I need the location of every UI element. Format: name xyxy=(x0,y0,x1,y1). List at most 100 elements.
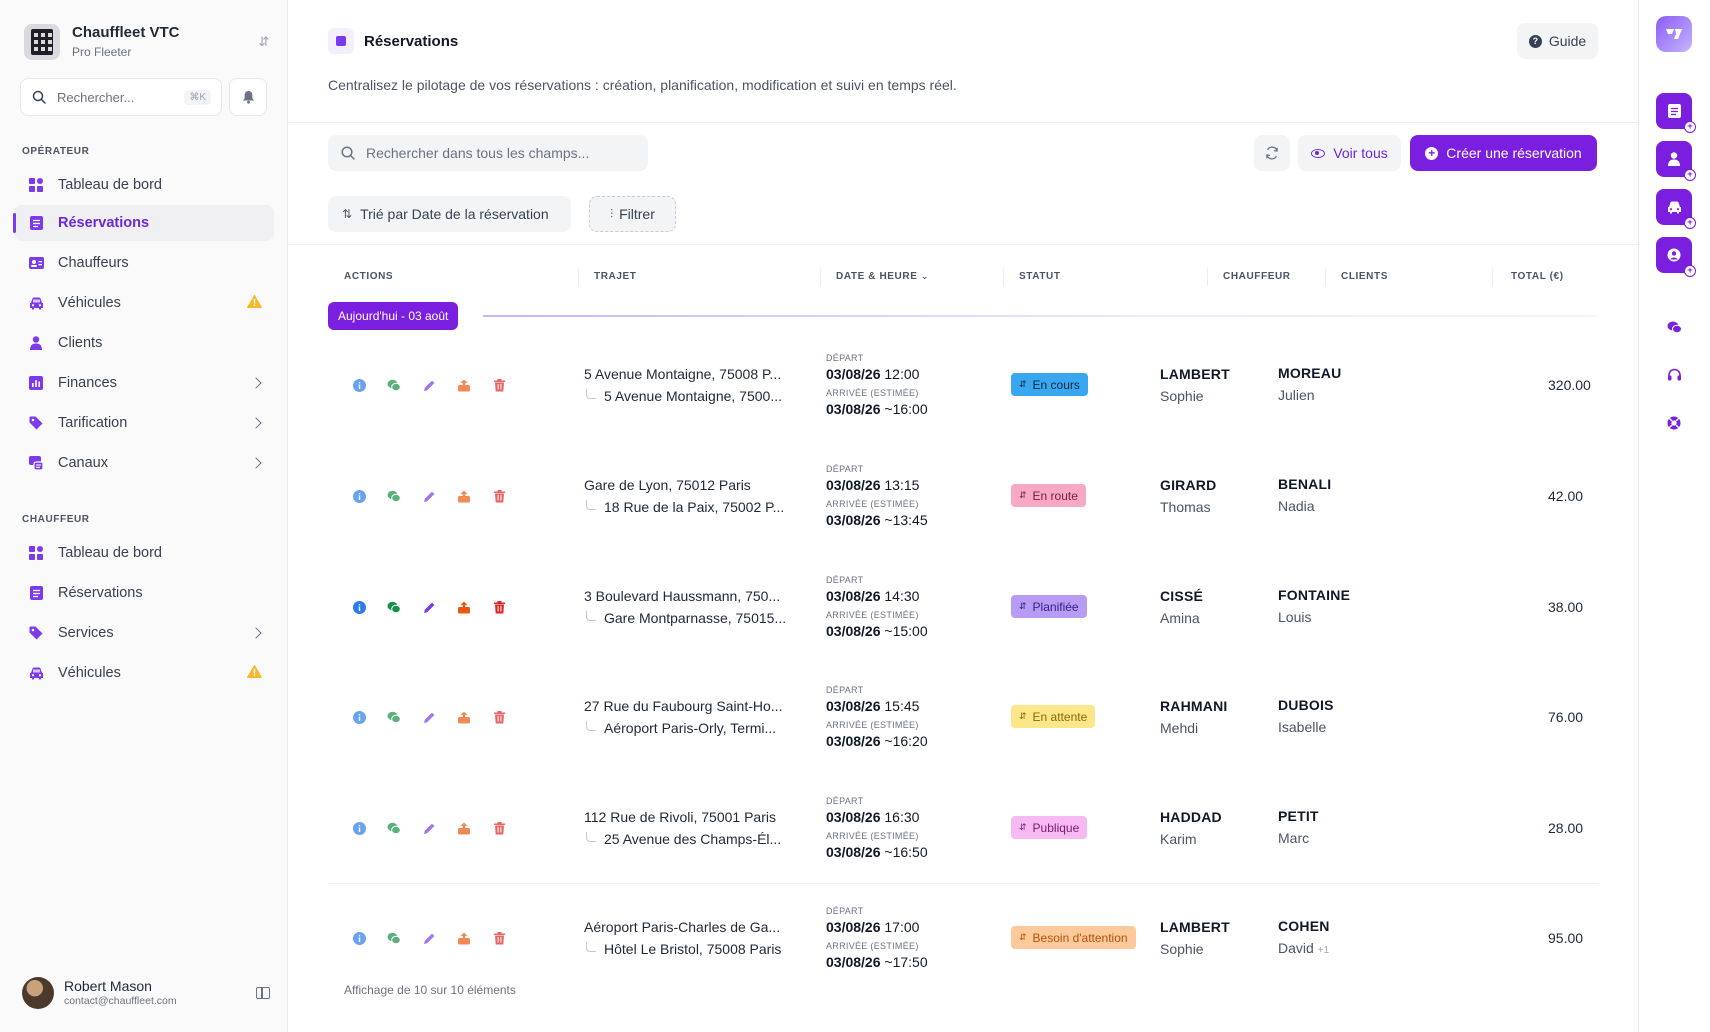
column-header-date[interactable]: DATE & HEURE ⌄ xyxy=(836,271,929,282)
quick-add-client-button[interactable]: + xyxy=(1656,141,1696,181)
trajet-from: Gare de Lyon, 75012 Paris xyxy=(584,477,751,493)
chat-bubbles-icon[interactable] xyxy=(387,489,401,503)
depart-date: 03/08/26 xyxy=(826,587,881,604)
pencil-icon[interactable] xyxy=(422,821,436,835)
driver-cell: LAMBERT Sophie xyxy=(1160,330,1230,440)
chat-bubbles-icon[interactable] xyxy=(387,931,401,945)
sidebar-item-canaux[interactable]: Canaux xyxy=(14,445,274,481)
info-icon[interactable] xyxy=(352,600,366,614)
trash-icon[interactable] xyxy=(492,378,506,392)
guide-button[interactable]: ? Guide xyxy=(1517,23,1598,59)
id-card-icon xyxy=(28,255,44,271)
share-icon[interactable] xyxy=(457,931,471,945)
voir-tous-button[interactable]: Voir tous xyxy=(1298,135,1401,171)
refresh-button[interactable] xyxy=(1254,135,1290,171)
status-badge[interactable]: ⇵ En route xyxy=(1011,484,1086,507)
driver-last-name: RAHMANI xyxy=(1160,698,1228,714)
status-badge[interactable]: ⇵ En cours xyxy=(1011,373,1088,396)
share-icon[interactable] xyxy=(457,821,471,835)
trash-icon[interactable] xyxy=(492,821,506,835)
table-row[interactable]: 3 Boulevard Haussmann, 750... Gare Montpa… xyxy=(328,552,1598,662)
info-icon[interactable] xyxy=(352,821,366,835)
sidebar-item-reservations[interactable]: Réservations xyxy=(13,205,274,241)
lifebuoy-icon[interactable] xyxy=(1664,413,1684,433)
info-icon[interactable] xyxy=(352,710,366,724)
create-reservation-button[interactable]: + Créer une réservation xyxy=(1410,135,1597,171)
total-cell: 76.00 xyxy=(1548,709,1584,725)
sidebar-item-finances[interactable]: Finances xyxy=(14,365,274,401)
sidebar-item-clients[interactable]: Clients xyxy=(14,325,274,361)
sidebar-item-label: Clients xyxy=(58,335,103,351)
pencil-icon[interactable] xyxy=(422,710,436,724)
table-row[interactable]: 112 Rue de Rivoli, 75001 Paris 25 Avenue … xyxy=(328,773,1598,883)
pencil-icon[interactable] xyxy=(422,489,436,503)
pencil-icon[interactable] xyxy=(422,931,436,945)
quick-add-driver-button[interactable]: + xyxy=(1656,237,1696,277)
pencil-icon[interactable] xyxy=(422,378,436,392)
chat-bubbles-icon[interactable] xyxy=(387,378,401,392)
trash-icon[interactable] xyxy=(492,931,506,945)
sidebar-item-tableau-de-bord[interactable]: Tableau de bord xyxy=(14,167,274,203)
status-badge[interactable]: ⇵ Planifiée xyxy=(1011,595,1087,618)
status-badge[interactable]: ⇵ Besoin d'attention xyxy=(1011,926,1136,949)
driver-cell: LAMBERT Sophie xyxy=(1160,883,1230,993)
share-icon[interactable] xyxy=(457,600,471,614)
status-badge[interactable]: ⇵ Publique xyxy=(1011,816,1088,839)
switch-icon[interactable]: ⇵ xyxy=(258,34,270,49)
trash-icon[interactable] xyxy=(492,489,506,503)
chat-bubbles-icon[interactable] xyxy=(387,710,401,724)
depart-value: 03/08/26 12:00 xyxy=(826,364,928,384)
share-icon[interactable] xyxy=(457,489,471,503)
sidebar-item-chauffeur-vehicules[interactable]: Véhicules xyxy=(14,655,274,691)
chat-icon[interactable] xyxy=(1664,317,1684,337)
app-logo-icon[interactable] xyxy=(1656,16,1692,52)
sliders-icon: ⫶ xyxy=(610,206,614,221)
sort-button[interactable]: ⇅ Trié par Date de la réservation xyxy=(328,196,571,232)
driver-cell: RAHMANI Mehdi xyxy=(1160,662,1228,772)
sidebar-toggle-icon[interactable] xyxy=(256,987,270,999)
chat-bubbles-icon[interactable] xyxy=(387,600,401,614)
total-cell: 38.00 xyxy=(1548,599,1584,615)
trash-icon[interactable] xyxy=(492,600,506,614)
sidebar-item-tarification[interactable]: Tarification xyxy=(14,405,274,441)
client-extra-count: +1 xyxy=(1317,944,1330,956)
sidebar-item-label: Tarification xyxy=(58,415,128,431)
driver-last-name: LAMBERT xyxy=(1160,919,1230,935)
help-icon: ? xyxy=(1528,34,1542,48)
chat-bubbles-icon[interactable] xyxy=(387,821,401,835)
share-icon[interactable] xyxy=(457,710,471,724)
arrivee-time: ~16:00 xyxy=(884,400,928,417)
status-badge[interactable]: ⇵ En attente xyxy=(1011,705,1096,728)
channels-icon xyxy=(28,455,44,471)
quick-add-vehicle-button[interactable]: + xyxy=(1656,189,1696,229)
trajet-from: 5 Avenue Montaigne, 75008 P... xyxy=(584,366,782,382)
table-row[interactable]: Aéroport Paris-Charles de Ga... Hôtel Le … xyxy=(328,883,1598,993)
sidebar-item-chauffeur-reservations[interactable]: Réservations xyxy=(14,575,274,611)
depart-date: 03/08/26 xyxy=(826,476,881,493)
org-switcher[interactable]: Chauffleet VTC Pro Fleeter ⇵ xyxy=(24,23,274,61)
sidebar-item-chauffeur-tableau-de-bord[interactable]: Tableau de bord xyxy=(14,535,274,571)
sidebar-item-vehicules[interactable]: Véhicules xyxy=(14,285,274,321)
sidebar-item-chauffeurs[interactable]: Chauffeurs xyxy=(14,245,274,281)
share-icon[interactable] xyxy=(457,378,471,392)
table-row[interactable]: Gare de Lyon, 75012 Paris 18 Rue de la Pa… xyxy=(328,441,1598,551)
info-icon[interactable] xyxy=(352,378,366,392)
headset-icon[interactable] xyxy=(1664,365,1684,385)
sidebar-search[interactable]: Rechercher... ⌘K xyxy=(20,78,222,116)
notifications-button[interactable] xyxy=(229,78,267,116)
table-row[interactable]: 5 Avenue Montaigne, 75008 P... 5 Avenue M… xyxy=(328,330,1598,440)
pencil-icon[interactable] xyxy=(422,600,436,614)
table-row[interactable]: 27 Rue du Faubourg Saint-Ho... Aéroport P… xyxy=(328,662,1598,772)
arrivee-value: 03/08/26 ~16:50 xyxy=(826,842,928,862)
trajet-cell: Gare de Lyon, 75012 Paris 18 Rue de la Pa… xyxy=(584,441,794,551)
page-header: Réservations xyxy=(328,28,458,54)
sidebar-item-services[interactable]: Services xyxy=(14,615,274,651)
user-profile[interactable]: Robert Mason contact@chauffleet.com xyxy=(22,975,270,1011)
info-icon[interactable] xyxy=(352,931,366,945)
dashboard-icon xyxy=(28,177,44,193)
table-search-input[interactable]: Rechercher dans tous les champs... xyxy=(328,135,648,171)
filter-button[interactable]: ⫶ Filtrer xyxy=(589,196,676,232)
trash-icon[interactable] xyxy=(492,710,506,724)
info-icon[interactable] xyxy=(352,489,366,503)
quick-add-reservation-button[interactable]: + xyxy=(1656,93,1696,133)
